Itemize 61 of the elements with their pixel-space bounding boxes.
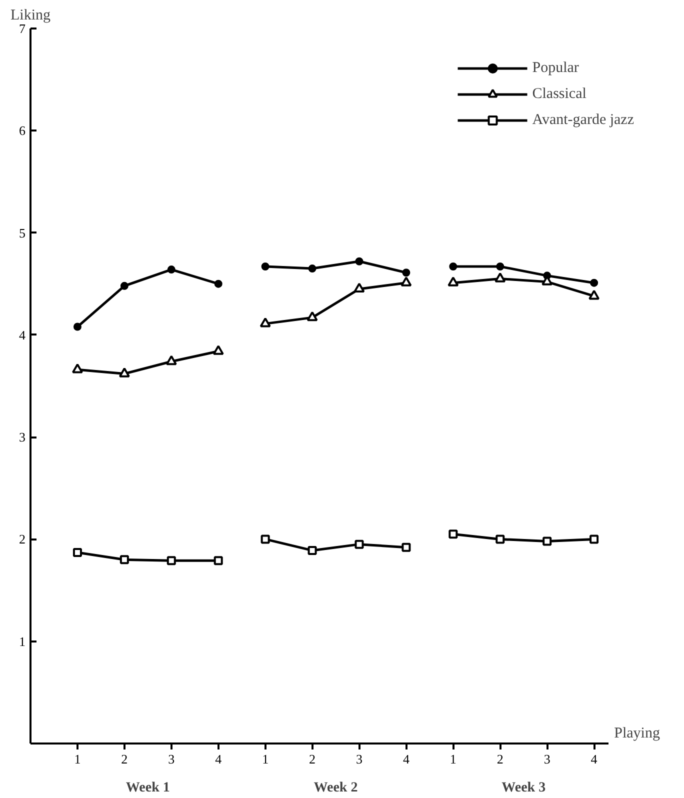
point (306, 311, 318, 322)
x-tick-label: 3 (544, 752, 550, 766)
point (588, 290, 600, 300)
y-tick-label: 7 (19, 21, 26, 36)
x-tick-label: 3 (168, 752, 175, 766)
point (212, 345, 224, 355)
point (354, 282, 365, 293)
x-tick-label: 2 (496, 752, 504, 766)
x-tick-label: 2 (309, 752, 316, 766)
point (542, 536, 552, 546)
x-tick-label: 4 (590, 752, 598, 766)
point (214, 556, 223, 566)
x-tick-label: 4 (215, 752, 222, 766)
point (402, 268, 410, 277)
y-tick-label: 4 (19, 327, 26, 342)
text: Week 3 (502, 780, 546, 796)
point (449, 262, 458, 270)
point (355, 257, 364, 266)
legend-label: Popular (532, 60, 579, 76)
point (166, 355, 177, 366)
text: Week 2 (314, 780, 358, 796)
point (354, 540, 364, 549)
y-tick-label: 5 (19, 225, 26, 240)
y-tick-label: 1 (19, 634, 26, 649)
point (308, 264, 316, 273)
y-axis-title: Liking (10, 8, 51, 24)
point (73, 322, 82, 331)
point (496, 262, 504, 270)
point (260, 534, 270, 544)
x-tick-label: 1 (450, 752, 456, 766)
point (494, 272, 506, 282)
point (261, 262, 270, 270)
point (120, 555, 129, 564)
point (590, 278, 598, 287)
point (72, 548, 82, 557)
point (448, 276, 459, 286)
x-tick-label: 4 (402, 752, 410, 766)
point (166, 556, 176, 566)
point (72, 363, 83, 374)
legend-label: Avant-garde jazz (532, 112, 634, 128)
point (260, 317, 271, 328)
text: Week 1 (126, 780, 170, 796)
x-axis-title: Playing (614, 726, 660, 742)
point (400, 276, 412, 286)
point (448, 530, 458, 539)
y-tick-label: 2 (19, 532, 26, 547)
x-tick-label: 2 (121, 752, 128, 766)
point (590, 534, 599, 544)
y-tick-label: 3 (19, 430, 26, 445)
x-tick-label: 3 (356, 752, 362, 766)
point (214, 280, 222, 288)
point (118, 368, 130, 378)
point (308, 546, 317, 555)
point (120, 282, 128, 290)
x-tick-label: 1 (262, 752, 269, 766)
legend-label: Classical (532, 86, 586, 102)
point (402, 542, 411, 552)
y-tick-label: 6 (19, 123, 26, 138)
point (496, 534, 505, 544)
x-tick-label: 1 (74, 752, 81, 766)
point (167, 266, 176, 274)
